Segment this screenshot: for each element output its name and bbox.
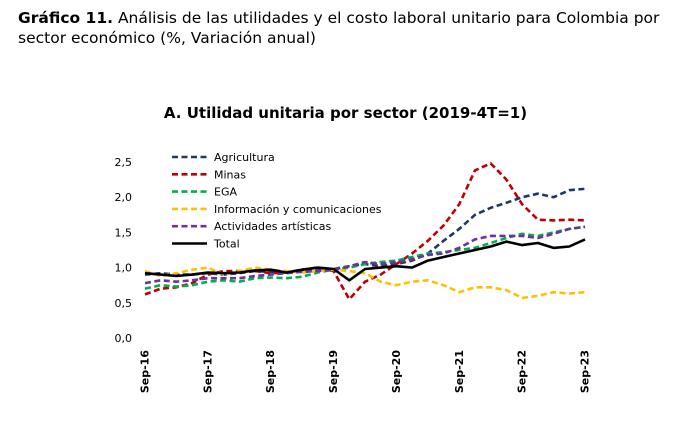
- legend-label: Minas: [214, 168, 246, 181]
- series-line-5: [144, 238, 586, 282]
- figure-caption: Gráfico 11. Análisis de las utilidades y…: [18, 8, 683, 48]
- x-tick-label: Sep-19: [327, 350, 340, 393]
- x-tick-label: Sep-22: [516, 350, 529, 393]
- y-tick-label: 2,5: [115, 156, 133, 169]
- figure-caption-text: Análisis de las utilidades y el costo la…: [18, 9, 660, 47]
- legend-label: Actividades artísticas: [214, 220, 332, 233]
- x-tick-label: Sep-17: [201, 350, 214, 393]
- series-line-4: [144, 225, 586, 285]
- x-tick-label: Sep-18: [264, 350, 277, 393]
- y-tick-label: 1,5: [115, 226, 133, 239]
- legend-label: Agricultura: [214, 151, 275, 164]
- legend-label: EGA: [214, 186, 237, 199]
- chart-title: A. Utilidad unitaria por sector (2019-4T…: [163, 104, 528, 122]
- y-tick-label: 2,0: [115, 191, 133, 204]
- y-tick-label: 0,5: [115, 297, 133, 310]
- x-tick-label: Sep-21: [453, 350, 466, 393]
- legend-label: Información y comunicaciones: [214, 203, 382, 216]
- x-tick-label: Sep-23: [579, 350, 592, 393]
- figure-label: Gráfico 11.: [18, 9, 114, 27]
- y-tick-label: 1,0: [115, 262, 133, 275]
- series-line-3: [144, 266, 586, 300]
- y-tick-label: 0,0: [115, 332, 133, 345]
- x-tick-label: Sep-20: [390, 350, 403, 393]
- x-tick-label: Sep-16: [139, 350, 152, 393]
- legend-label: Total: [213, 238, 240, 251]
